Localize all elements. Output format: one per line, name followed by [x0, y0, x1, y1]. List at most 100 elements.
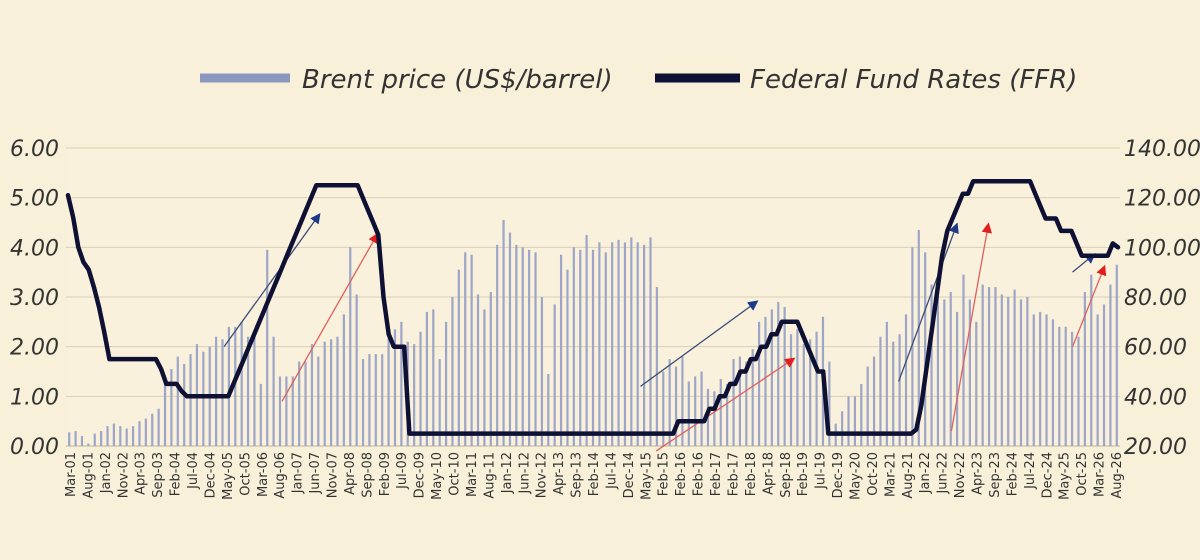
brent-bar: [674, 366, 678, 446]
x-tick-label: Mar-26: [1093, 452, 1108, 497]
brent-bar: [956, 311, 959, 446]
x-tick-label: Feb-09: [378, 452, 393, 496]
brent-bar: [847, 396, 850, 446]
brent-bar: [227, 326, 230, 446]
brent-bar: [278, 376, 282, 446]
x-tick-label: Dec-19: [831, 452, 846, 498]
brent-bar: [285, 376, 288, 446]
x-tick-label: Aug-01: [81, 452, 96, 499]
x-axis-ticks: Mar-01 Aug-01 Jan-02 Nov-02 Apr-03 Sep-03 Feb-…: [64, 452, 1125, 500]
x-tick-label: Feb-14: [587, 452, 602, 496]
brent-bar: [649, 237, 652, 446]
x-tick-label: Oct-20: [866, 452, 881, 496]
brent-bar: [202, 351, 205, 446]
brent-bar: [994, 287, 997, 446]
brent-bar: [125, 428, 128, 446]
brent-bar: [802, 344, 805, 446]
brent-bar: [534, 252, 537, 446]
brent-bar: [655, 287, 658, 446]
brent-bar: [253, 336, 256, 446]
brent-bar: [502, 220, 505, 446]
y-right-tick: 60.00: [1124, 336, 1187, 361]
brent-bar: [1019, 299, 1023, 446]
brent-bar: [246, 336, 250, 446]
legend-label-ffr: Federal Fund Rates (FFR): [750, 65, 1077, 95]
y-right-tick: 80.00: [1124, 286, 1187, 311]
brent-bar: [291, 376, 294, 446]
brent-bar: [611, 242, 614, 446]
x-tick-label: Dec-09: [413, 452, 428, 498]
brent-bar: [131, 426, 135, 446]
brent-bar: [170, 369, 173, 446]
x-tick-label: Jan-07: [291, 452, 306, 494]
brent-bar: [496, 244, 499, 446]
brent-bar: [598, 242, 601, 446]
brent-bar: [329, 339, 333, 446]
brent-bar: [745, 361, 748, 446]
x-tick-label: Jun-12: [517, 452, 532, 495]
brent-bar: [1090, 274, 1093, 446]
brent-bar: [770, 309, 773, 446]
y-left-tick: 0.00: [10, 435, 59, 460]
brent-bar: [119, 426, 122, 446]
brent-bar: [157, 408, 160, 446]
y-right-tick: 120.00: [1124, 187, 1200, 212]
legend-label-brent: Brent price (US$/barrel): [302, 65, 613, 95]
x-tick-label: Jul-24: [1023, 452, 1038, 490]
brent-bar: [975, 321, 978, 446]
y-right-tick: 100.00: [1124, 236, 1200, 261]
brent-bar: [1070, 331, 1074, 446]
brent-bar: [815, 331, 818, 446]
brent-bar: [425, 311, 429, 446]
brent-bar: [681, 356, 684, 446]
brent-bars: [68, 220, 1118, 446]
trend-arrows: [223, 212, 1107, 452]
brent-bar: [349, 247, 352, 446]
brent-bar: [1115, 264, 1118, 446]
brent-bar: [866, 366, 869, 446]
brent-bar: [757, 321, 761, 446]
brent-bar: [559, 254, 563, 446]
brent-bar: [643, 244, 646, 446]
x-tick-label: Aug-06: [273, 452, 288, 499]
brent-bar: [355, 294, 358, 446]
x-tick-label: Apr-08: [343, 452, 358, 495]
x-tick-label: Aug-11: [482, 452, 497, 499]
brent-bar: [1096, 314, 1099, 446]
x-tick-label: Dec-14: [622, 452, 637, 498]
brent-bar: [540, 297, 543, 446]
x-tick-label: Feb-15: [657, 452, 672, 496]
brent-bar: [764, 316, 767, 446]
x-tick-label: Sep-13: [570, 452, 585, 498]
x-tick-label: Sep-18: [779, 452, 794, 498]
brent-bar: [841, 411, 844, 446]
x-tick-label: Feb-16: [692, 452, 707, 496]
x-tick-label: May-20: [849, 452, 864, 500]
brent-bar: [751, 349, 754, 446]
brent-bar: [483, 309, 486, 446]
brent-bar: [777, 301, 780, 446]
x-tick-label: Nov-02: [116, 452, 131, 498]
brent-bar: [1051, 319, 1055, 446]
x-tick-label: Jun-07: [308, 452, 323, 495]
trend-arrow-red: [655, 357, 796, 452]
brent-bar: [719, 378, 722, 446]
brent-bar: [809, 339, 812, 446]
brent-bar: [298, 361, 301, 446]
brent-bar: [438, 359, 441, 446]
brent-bar: [138, 421, 141, 446]
brent-bar: [879, 336, 882, 446]
x-tick-label: Mar-21: [883, 452, 898, 497]
x-tick-label: Apr-18: [761, 452, 776, 495]
brent-bar: [904, 314, 908, 446]
x-tick-label: Feb-17: [727, 452, 742, 496]
x-tick-label: May-10: [430, 452, 445, 500]
brent-bar: [374, 354, 377, 446]
x-tick-label: Oct-25: [1075, 452, 1090, 496]
right-axis-ticks: 20.00 40.00 60.00 80.00 100.00 120.00 140.00: [1124, 137, 1200, 460]
x-tick-label: May-25: [1058, 452, 1073, 500]
brent-bar: [1102, 304, 1106, 446]
left-axis-ticks: 0.00 1.00 2.00 3.00 4.00 5.00 6.00: [10, 137, 59, 460]
brent-bar: [419, 331, 422, 446]
